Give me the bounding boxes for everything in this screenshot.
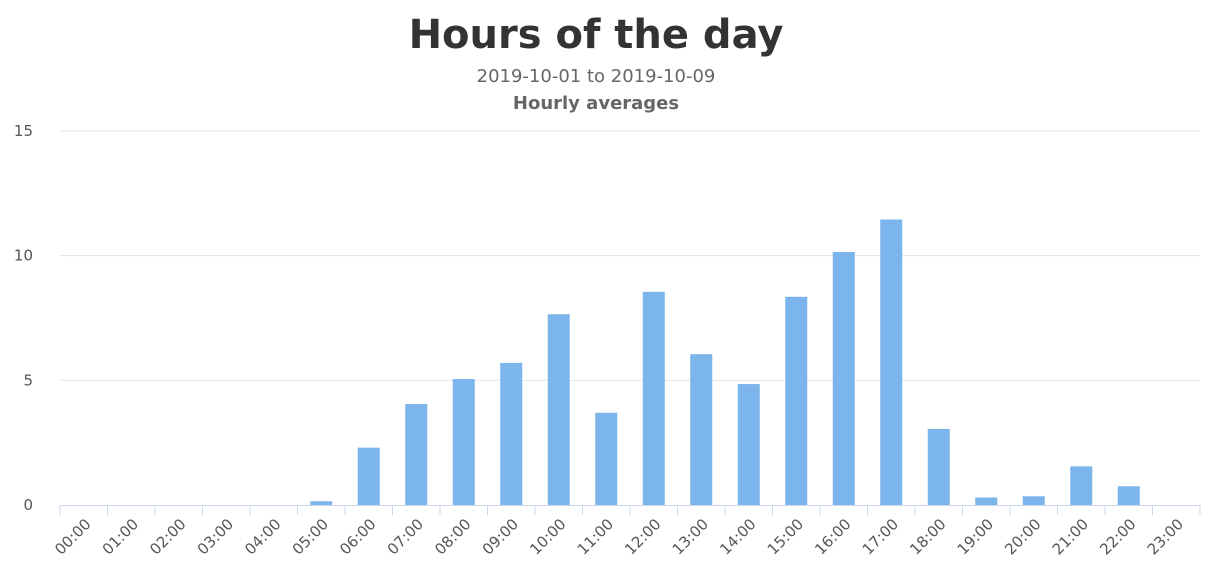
bar-1500 (785, 296, 808, 505)
bar-0700 (405, 404, 428, 505)
bar-1800 (927, 428, 950, 505)
x-tick-label: 18:00 (906, 515, 949, 558)
bar-1100 (595, 412, 618, 505)
x-tick-label: 00:00 (51, 515, 94, 558)
x-axis-tick-labels: 00:00 01:00 02:00 03:00 04:00 05:00 06:00 07:00… (51, 515, 1187, 558)
y-tick-label: 5 (23, 371, 33, 389)
x-tick-label: 06:00 (336, 515, 379, 558)
x-tick-label: 03:00 (194, 515, 237, 558)
bar-1000 (547, 314, 570, 505)
y-tick-label: 15 (14, 122, 33, 140)
x-tick-label: 16:00 (811, 515, 854, 558)
y-tick-label: 0 (23, 496, 33, 514)
x-tick-label: 14:00 (716, 515, 759, 558)
y-gridlines (60, 130, 1200, 381)
y-tick-label: 10 (14, 247, 33, 265)
bar-0900 (500, 362, 523, 505)
bar-0600 (357, 447, 380, 505)
bar-1900 (975, 497, 998, 505)
x-tick-label: 12:00 (621, 515, 664, 558)
x-tick-label: 10:00 (526, 515, 569, 558)
x-tick-label: 11:00 (574, 515, 617, 558)
x-tick-label: 15:00 (764, 515, 807, 558)
y-axis-tick-labels: 0 5 10 15 (14, 122, 33, 514)
x-tick-label: 21:00 (1049, 515, 1092, 558)
bar-1300 (690, 354, 713, 505)
x-tick-label: 17:00 (859, 515, 902, 558)
bar-series (310, 219, 1140, 505)
x-tick-label: 09:00 (479, 515, 522, 558)
x-tick-label: 05:00 (289, 515, 332, 558)
x-axis (59, 505, 1201, 515)
x-tick-label: 07:00 (384, 515, 427, 558)
chart-subtitle-hourly-averages: Hourly averages (513, 93, 679, 114)
x-tick-label: 20:00 (1001, 515, 1044, 558)
x-tick-label: 01:00 (99, 515, 142, 558)
x-tick-label: 04:00 (241, 515, 284, 558)
x-tick-label: 19:00 (954, 515, 997, 558)
chart-subtitle: 2019-10-01 to 2019-10-09 (477, 66, 716, 87)
x-tick-label: 08:00 (431, 515, 474, 558)
bar-1600 (832, 251, 855, 505)
x-tick-label: 02:00 (146, 515, 189, 558)
x-tick-label: 23:00 (1144, 515, 1187, 558)
x-tick-label: 13:00 (669, 515, 712, 558)
chart-title: Hours of the day (409, 12, 784, 58)
x-tick-label: 22:00 (1096, 515, 1139, 558)
bar-2100 (1070, 466, 1093, 505)
bar-0500 (310, 501, 333, 505)
bar-2000 (1022, 496, 1045, 505)
bar-2200 (1117, 486, 1140, 505)
bar-1200 (642, 291, 665, 505)
bar-0800 (452, 379, 475, 505)
bar-1400 (737, 384, 760, 505)
bar-1700 (880, 219, 903, 505)
